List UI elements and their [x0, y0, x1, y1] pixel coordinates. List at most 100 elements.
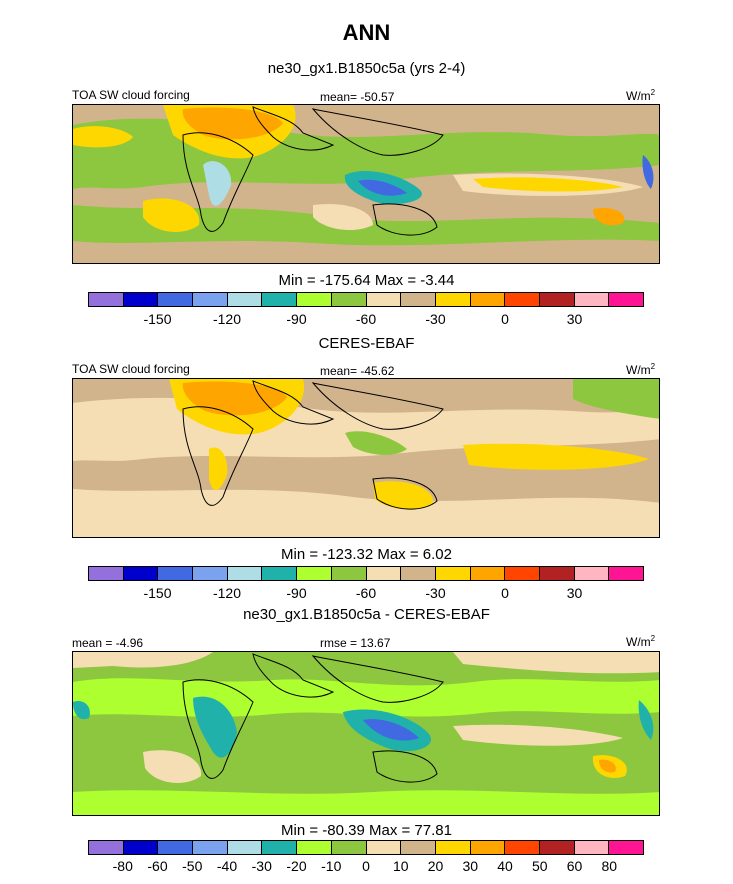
colorbar-tick-label: -30 [251, 858, 272, 874]
colorbar-swatch [470, 293, 506, 306]
panel-3-rmse-label: rmse = 13.67 [320, 636, 391, 650]
colorbar-swatch [401, 567, 436, 580]
colorbar-swatch [505, 293, 540, 306]
colorbar-swatch [366, 293, 402, 306]
colorbar-swatch [297, 567, 332, 580]
colorbar-tick-label: -150 [143, 311, 172, 327]
colorbar-swatch [193, 841, 228, 854]
panel-3-unit: W/m2 [626, 634, 656, 649]
panel-1-colorbar-ticks: -150 -120 -90 -60 -30 0 30 [0, 311, 733, 329]
colorbar-swatch [158, 841, 194, 854]
colorbar-swatch [331, 293, 367, 306]
colorbar-swatch [574, 841, 610, 854]
colorbar-swatch [574, 293, 610, 306]
colorbar-swatch [158, 567, 194, 580]
colorbar-tick-label: -80 [112, 858, 133, 874]
colorbar-tick-label: -10 [321, 858, 342, 874]
panel-2-minmax: Min = -123.32 Max = 6.02 [281, 546, 452, 563]
panel-2-mean-label: mean= -45.62 [320, 364, 395, 378]
colorbar-tick-label: -90 [286, 311, 307, 327]
panel-2-colorbar [88, 566, 644, 581]
colorbar-tick-label: -150 [143, 585, 172, 601]
colorbar-swatch [609, 567, 643, 580]
colorbar-swatch [262, 841, 298, 854]
colorbar-tick-label: 30 [462, 858, 479, 874]
panel-2-header: CERES-EBAF [318, 335, 415, 352]
panel-1-map [72, 104, 660, 264]
panel-2-unit: W/m2 [626, 362, 656, 377]
colorbar-swatch [435, 293, 471, 306]
colorbar-swatch [539, 567, 575, 580]
colorbar-tick-label: 10 [392, 858, 409, 874]
panel-3-colorbar-ticks: -80 -60 -50 -40 -30 -20 -10 0 10 20 30 40 50 60 80 [0, 858, 733, 876]
colorbar-swatch [227, 567, 263, 580]
colorbar-swatch [123, 293, 159, 306]
colorbar-tick-label: 20 [427, 858, 444, 874]
colorbar-tick-label: -30 [425, 585, 446, 601]
colorbar-swatch [158, 293, 194, 306]
colorbar-swatch [539, 841, 575, 854]
colorbar-swatch [366, 841, 402, 854]
colorbar-swatch [297, 293, 332, 306]
colorbar-tick-label: -30 [425, 311, 446, 327]
panel-2-colorbar-ticks: -150 -120 -90 -60 -30 0 30 [0, 585, 733, 603]
colorbar-swatch [505, 841, 540, 854]
colorbar-swatch [89, 841, 124, 854]
colorbar-swatch [401, 293, 436, 306]
colorbar-swatch [470, 841, 506, 854]
colorbar-swatch [435, 841, 471, 854]
panel-1-left-label: TOA SW cloud forcing [72, 88, 190, 102]
colorbar-swatch [331, 567, 367, 580]
panel-1-header: ne30_gx1.B1850c5a (yrs 2-4) [267, 60, 466, 77]
colorbar-tick-label: -60 [355, 585, 377, 601]
colorbar-swatch [435, 567, 471, 580]
colorbar-swatch [262, 293, 298, 306]
colorbar-swatch [123, 841, 159, 854]
panel-3-colorbar [88, 840, 644, 855]
colorbar-tick-label: -90 [286, 585, 307, 601]
panel-1-minmax: Min = -175.64 Max = -3.44 [278, 272, 455, 289]
colorbar-tick-label: -50 [182, 858, 203, 874]
colorbar-swatch [609, 841, 643, 854]
colorbar-tick-label: -120 [212, 311, 242, 327]
colorbar-swatch [331, 841, 367, 854]
colorbar-swatch [574, 567, 610, 580]
panel-3-map [72, 651, 660, 816]
colorbar-tick-label: 0 [362, 858, 370, 874]
colorbar-swatch [262, 567, 298, 580]
colorbar-swatch [193, 567, 228, 580]
colorbar-tick-label: -40 [216, 858, 238, 874]
colorbar-tick-label: 40 [497, 858, 513, 874]
colorbar-tick-label: -60 [147, 858, 168, 874]
colorbar-tick-label: 60 [566, 858, 583, 874]
panel-1-colorbar [88, 292, 644, 307]
colorbar-swatch [123, 567, 159, 580]
colorbar-tick-label: -60 [355, 311, 377, 327]
colorbar-swatch [470, 567, 506, 580]
colorbar-swatch [89, 293, 124, 306]
colorbar-tick-label: 80 [601, 858, 618, 874]
colorbar-swatch [609, 293, 643, 306]
colorbar-tick-label: 0 [501, 311, 509, 327]
panel-1-mean-label: mean= -50.57 [320, 90, 395, 104]
colorbar-tick-label: 50 [531, 858, 548, 874]
colorbar-swatch [297, 841, 332, 854]
panel-1-unit: W/m2 [626, 88, 656, 103]
panel-2-map [72, 378, 660, 538]
panel-3-minmax: Min = -80.39 Max = 77.81 [281, 822, 452, 839]
figure-title: ANN [342, 20, 391, 45]
colorbar-tick-label: 30 [566, 585, 583, 601]
colorbar-swatch [227, 293, 263, 306]
colorbar-tick-label: 0 [501, 585, 509, 601]
colorbar-tick-label: -120 [212, 585, 242, 601]
colorbar-swatch [227, 841, 263, 854]
panel-3-mean-label: mean = -4.96 [72, 636, 144, 650]
colorbar-swatch [366, 567, 402, 580]
panel-3-header: ne30_gx1.B1850c5a - CERES-EBAF [243, 606, 490, 623]
colorbar-swatch [89, 567, 124, 580]
colorbar-tick-label: -20 [286, 858, 307, 874]
colorbar-swatch [505, 567, 540, 580]
colorbar-swatch [193, 293, 228, 306]
colorbar-swatch [539, 293, 575, 306]
panel-2-left-label: TOA SW cloud forcing [72, 362, 190, 376]
